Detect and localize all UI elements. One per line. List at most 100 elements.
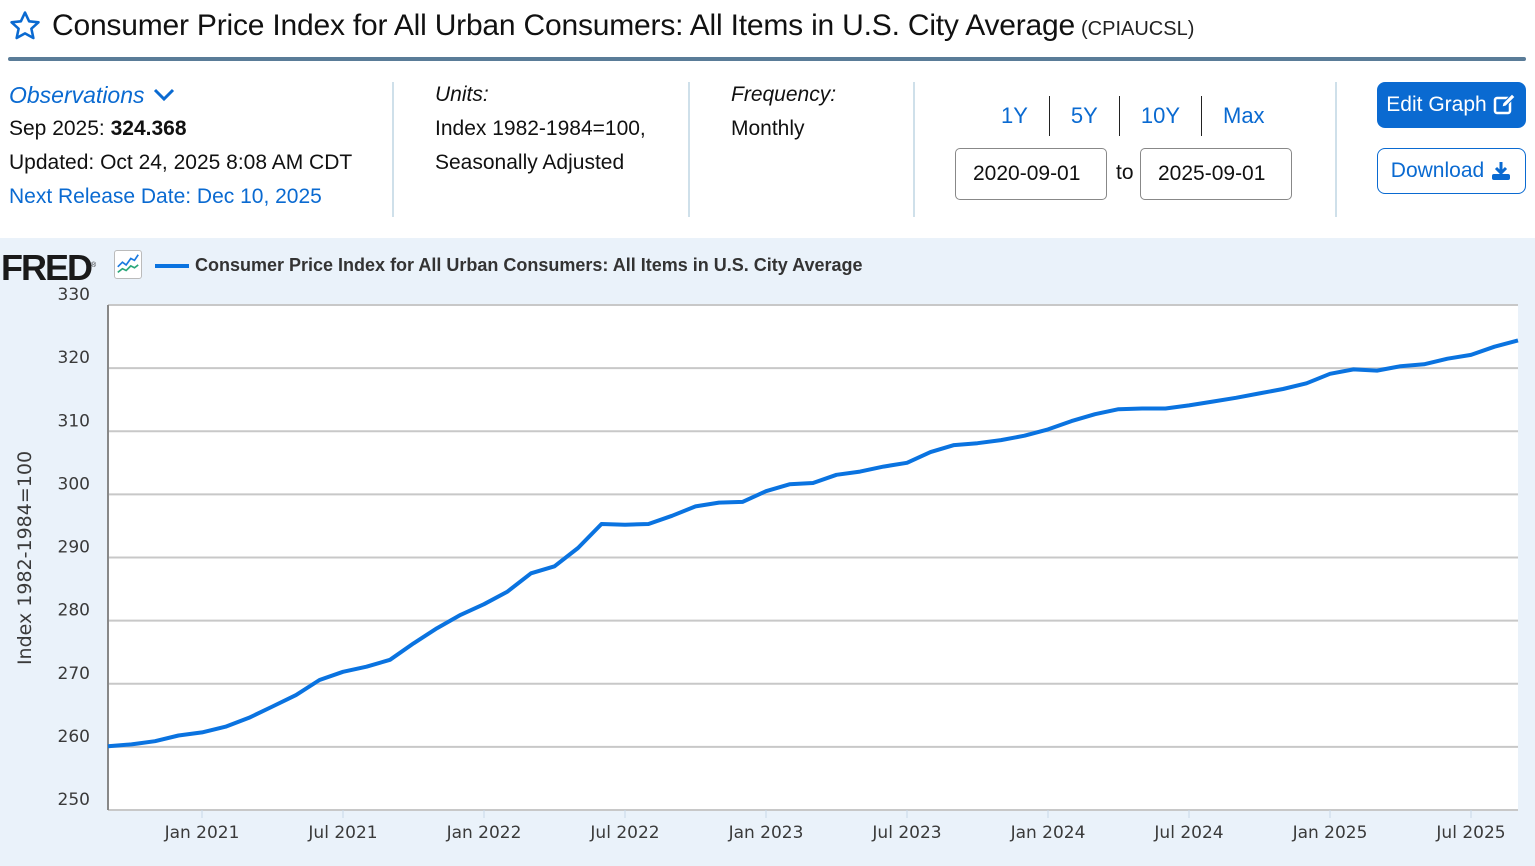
data-point [929,450,933,454]
legend-label: Consumer Price Index for All Urban Consu… [195,255,863,275]
data-point [153,739,157,743]
download-label: Download [1390,159,1485,182]
start-date-input[interactable] [955,148,1107,200]
fred-logo: FRED® [1,247,97,288]
data-point [1093,412,1097,416]
series-id: (CPIAUCSL) [1081,17,1195,40]
data-point [506,590,510,594]
fred-logo-text: FRED [1,247,93,288]
data-point [529,571,533,575]
data-point [1305,381,1309,385]
data-point [224,725,228,729]
x-tick-label: Jan 2025 [1292,823,1368,843]
end-date-input[interactable] [1140,148,1292,200]
x-tick-label: Jan 2024 [1010,823,1086,843]
range-5y-link[interactable]: 5Y [1070,103,1098,128]
updated-timestamp: Updated: Oct 24, 2025 8:08 AM CDT [9,151,353,174]
data-point [553,564,557,568]
data-point [1140,407,1144,411]
y-tick-label: 250 [58,790,90,810]
data-point [1117,407,1121,411]
data-point [1328,372,1332,376]
edit-icon [1493,94,1516,115]
data-point [177,734,181,738]
data-point [412,641,416,645]
range-10y-link[interactable]: 10Y [1140,103,1180,128]
observations-label: Observations [9,82,145,108]
y-tick-label: 260 [58,727,90,747]
data-point [200,730,204,734]
star-outline-icon[interactable] [8,9,42,43]
latest-period: Sep 2025: [9,117,105,140]
chart-type-icon[interactable] [114,250,142,279]
data-point [1352,367,1356,371]
data-point [1234,396,1238,400]
separator [1118,96,1120,136]
divider [1335,82,1337,217]
gridlines [107,304,1518,811]
x-tick-label: Jul 2024 [1153,823,1223,843]
title-divider [8,57,1526,61]
data-point [130,742,134,746]
next-release-link[interactable]: Next Release Date: Dec 10, 2025 [9,185,322,208]
page-header: Consumer Price Index for All Urban Consu… [8,6,1194,46]
data-point [1516,338,1520,342]
separator [1048,96,1050,136]
data-point [1211,400,1215,404]
y-tick-label: 270 [58,664,90,684]
data-point [459,613,463,617]
data-point [482,602,486,606]
y-tick-label: 280 [58,601,90,621]
data-point [976,441,980,445]
data-point [811,481,815,485]
data-point [1046,427,1050,431]
y-tick-label: 290 [58,538,90,558]
legend-swatch [155,263,189,268]
data-point [1281,387,1285,391]
x-tick-label: Jul 2023 [871,823,941,843]
units-label: Units: [435,83,489,106]
data-point [271,704,275,708]
data-point [294,693,298,697]
data-point [905,461,909,465]
y-tick-label: 330 [58,285,90,305]
observations-toggle[interactable]: Observations [9,78,352,112]
y-tick-label: 310 [58,411,90,431]
data-point [670,514,674,518]
separator [1201,96,1202,136]
x-tick-label: Jan 2022 [446,823,522,843]
data-point [365,665,369,669]
latest-observation: Sep 2025: 324.368 [9,112,352,146]
data-point [388,658,392,662]
data-point [1023,434,1027,438]
data-point [952,443,956,447]
frequency-value: Monthly [731,117,805,140]
series-line [107,338,1519,749]
data-point [318,678,322,682]
latest-value: 324.368 [110,117,187,140]
frequency-label: Frequency: [731,83,837,106]
observations-panel: Observations Sep 2025: 324.368 Updated: … [9,78,352,214]
divider [392,82,394,217]
chevron-down-icon [153,88,174,102]
chart-container: FRED® Consumer Price Index for All Urban… [0,238,1535,866]
x-axis-ticks: Jan 2021 Jul 2021 Jan 2022 Jul 2022 Jan 2023… [164,810,1506,843]
data-point [1422,362,1426,366]
data-point [1258,391,1262,395]
units-line-2: Seasonally Adjusted [435,151,625,174]
data-point [788,482,792,486]
range-max-link[interactable]: Max [1223,103,1265,128]
edit-graph-button[interactable]: Edit Graph [1377,82,1526,128]
divider [913,82,915,217]
data-point [1187,403,1191,407]
data-point [1399,364,1403,368]
data-point [1446,357,1450,361]
data-point [576,546,580,550]
edit-graph-label: Edit Graph [1386,93,1487,116]
x-tick-label: Jan 2021 [164,823,240,843]
range-1y-link[interactable]: 1Y [1001,103,1028,128]
download-button[interactable]: Download [1377,148,1526,194]
data-point [600,522,604,526]
data-point [435,626,439,630]
frequency-panel: Frequency: Monthly [731,78,836,146]
